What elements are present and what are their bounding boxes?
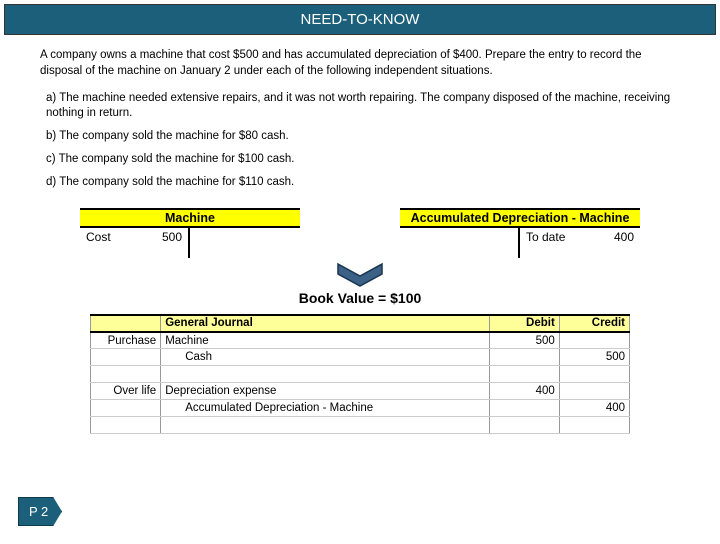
- intro-text: A company owns a machine that cost $500 …: [40, 47, 680, 79]
- journal-date-cell: Purchase: [91, 332, 161, 349]
- scenario-list: a) The machine needed extensive repairs,…: [40, 79, 680, 204]
- table-row: [91, 417, 630, 434]
- page-tag: P 2: [18, 497, 62, 526]
- journal-head-date: [91, 315, 161, 332]
- book-value-text: Book Value = $100: [40, 290, 680, 306]
- journal-acct-cell: Depreciation expense: [161, 383, 489, 400]
- scenario-a: a) The machine needed extensive repairs,…: [46, 91, 680, 121]
- journal-date-cell: [91, 417, 161, 434]
- journal-acct-cell: [161, 366, 489, 383]
- chevron-down-icon: [336, 262, 384, 288]
- journal-debit-cell: [489, 349, 559, 366]
- t-accounts: Machine Cost 500 Accumulated Depreciatio…: [40, 208, 680, 258]
- journal-head-credit: Credit: [559, 315, 629, 332]
- slide-content: A company owns a machine that cost $500 …: [0, 35, 720, 434]
- t-account-machine-title: Machine: [80, 208, 300, 228]
- journal-acct-cell: Cash: [161, 349, 489, 366]
- t-account-machine: Machine Cost 500: [80, 208, 300, 258]
- t-todate-value: 400: [614, 230, 634, 244]
- table-row: Over lifeDepreciation expense400: [91, 383, 630, 400]
- general-journal-table: General Journal Debit Credit PurchaseMac…: [90, 314, 630, 435]
- scenario-c: c) The company sold the machine for $100…: [46, 152, 680, 167]
- table-row: Accumulated Depreciation - Machine 400: [91, 400, 630, 417]
- journal-debit-cell: [489, 417, 559, 434]
- title-bar: NEED-TO-KNOW: [4, 4, 716, 35]
- journal-date-cell: Over life: [91, 383, 161, 400]
- journal-head-acct: General Journal: [161, 315, 489, 332]
- journal-date-cell: [91, 400, 161, 417]
- journal-date-cell: [91, 366, 161, 383]
- journal-acct-cell: Machine: [161, 332, 489, 349]
- t-cost-value: 500: [162, 230, 182, 244]
- journal-credit-cell: 500: [559, 349, 629, 366]
- journal-debit-cell: 500: [489, 332, 559, 349]
- table-row: [91, 366, 630, 383]
- journal-credit-cell: [559, 383, 629, 400]
- journal-credit-cell: [559, 332, 629, 349]
- journal-date-cell: [91, 349, 161, 366]
- journal-credit-cell: [559, 417, 629, 434]
- journal-credit-cell: [559, 366, 629, 383]
- journal-debit-cell: 400: [489, 383, 559, 400]
- journal-header-row: General Journal Debit Credit: [91, 315, 630, 332]
- journal-debit-cell: [489, 400, 559, 417]
- journal-acct-cell: Accumulated Depreciation - Machine: [161, 400, 489, 417]
- journal-credit-cell: 400: [559, 400, 629, 417]
- journal-head-debit: Debit: [489, 315, 559, 332]
- arrow-down: [40, 262, 680, 288]
- scenario-b: b) The company sold the machine for $80 …: [46, 129, 680, 144]
- table-row: PurchaseMachine500: [91, 332, 630, 349]
- t-account-accum-dep: Accumulated Depreciation - Machine To da…: [400, 208, 640, 258]
- journal-acct-cell: [161, 417, 489, 434]
- t-cost-label: Cost: [86, 230, 111, 244]
- table-row: Cash 500: [91, 349, 630, 366]
- t-account-accum-dep-title: Accumulated Depreciation - Machine: [400, 208, 640, 228]
- scenario-d: d) The company sold the machine for $110…: [46, 175, 680, 190]
- t-todate-label: To date: [526, 230, 565, 244]
- journal-debit-cell: [489, 366, 559, 383]
